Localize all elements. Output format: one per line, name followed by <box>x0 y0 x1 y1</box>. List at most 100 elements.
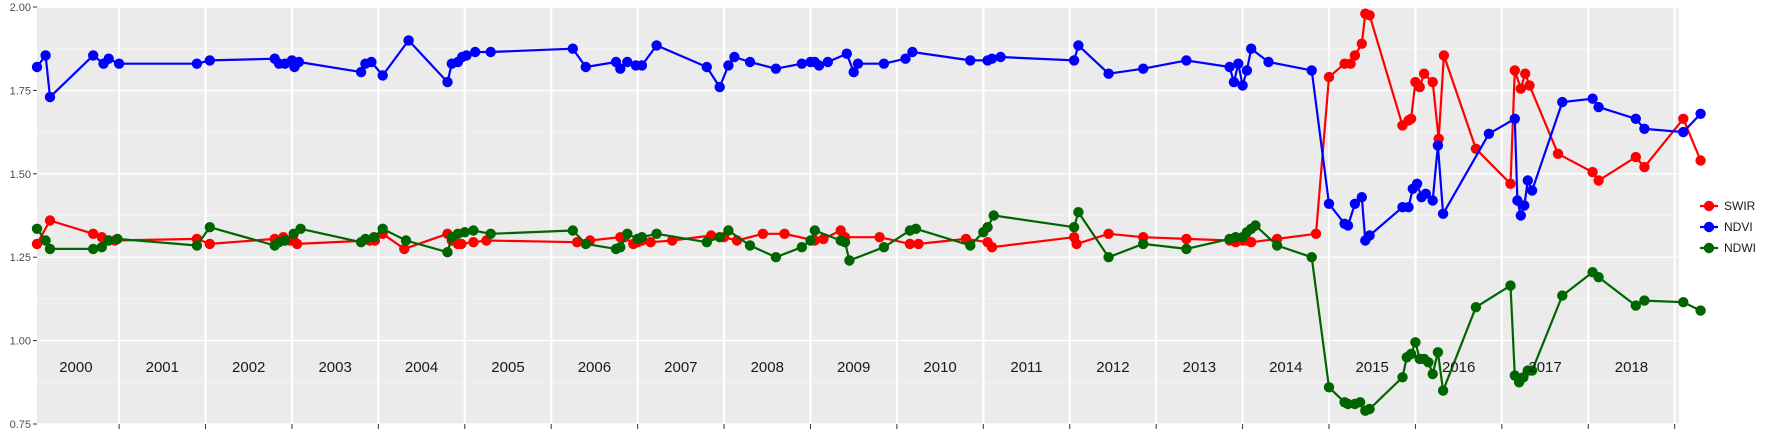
data-point-ndwi <box>1364 403 1375 415</box>
data-point-ndwi <box>1437 385 1449 396</box>
data-point-ndvi <box>355 66 367 78</box>
data-point-ndwi <box>1678 297 1689 308</box>
data-point-ndvi <box>1138 63 1149 74</box>
data-point-ndwi <box>1593 272 1604 283</box>
data-point-swir <box>31 238 43 250</box>
data-point-ndwi <box>1695 305 1706 316</box>
data-point-ndvi <box>1323 198 1335 209</box>
data-point-ndvi <box>796 58 807 69</box>
data-point-ndvi <box>995 51 1006 63</box>
data-point-swir <box>1181 233 1192 245</box>
data-point-ndvi <box>40 50 51 61</box>
data-point-ndwi <box>468 225 479 236</box>
y-tick-label: 1.50 <box>10 169 31 181</box>
data-point-ndvi <box>744 56 756 68</box>
y-tick-label: 1.75 <box>10 85 31 97</box>
data-point-ndvi <box>1233 58 1244 69</box>
data-point-swir <box>1630 151 1642 163</box>
data-point-ndvi <box>1509 113 1521 125</box>
data-point-ndvi <box>822 56 833 68</box>
data-point-ndwi <box>1423 357 1434 368</box>
data-point-ndwi <box>701 237 712 248</box>
data-point-ndwi <box>31 223 43 234</box>
series-layer <box>31 8 1706 416</box>
data-point-ndwi <box>796 242 807 253</box>
data-point-ndvi <box>366 56 377 68</box>
data-point-ndvi <box>1432 140 1444 151</box>
data-point-swir <box>1345 58 1356 69</box>
year-label-2013: 2013 <box>1183 359 1216 376</box>
data-point-ndwi <box>88 243 99 255</box>
year-label-2000: 2000 <box>59 359 92 376</box>
legend-item-swir: SWIR <box>1700 199 1756 213</box>
data-point-swir <box>1418 68 1430 79</box>
year-label-2004: 2004 <box>405 359 438 376</box>
data-point-ndvi <box>848 66 859 78</box>
data-point-ndwi <box>112 233 123 245</box>
year-label-2017: 2017 <box>1528 359 1561 376</box>
data-point-ndwi <box>279 235 291 246</box>
year-label-2001: 2001 <box>146 359 179 376</box>
data-point-ndwi <box>1271 240 1283 251</box>
data-point-ndwi <box>770 252 782 263</box>
data-point-ndvi <box>1411 178 1423 189</box>
data-point-ndvi <box>1068 55 1080 66</box>
data-point-ndwi <box>809 225 820 236</box>
data-point-ndvi <box>878 58 890 69</box>
year-label-2010: 2010 <box>923 359 956 376</box>
data-point-swir <box>88 228 99 239</box>
data-point-swir <box>913 238 924 250</box>
data-point-ndwi <box>805 235 816 246</box>
data-point-swir <box>818 233 829 245</box>
data-point-swir <box>1246 237 1257 248</box>
year-label-2011: 2011 <box>1010 359 1042 376</box>
data-point-ndwi <box>400 235 412 246</box>
data-point-swir <box>1524 80 1535 91</box>
legend: SWIR NDVI NDWI <box>1700 199 1756 255</box>
data-point-ndwi <box>204 222 215 233</box>
data-point-ndwi <box>1306 252 1317 263</box>
data-point-ndwi <box>96 242 108 253</box>
data-point-ndvi <box>191 58 203 69</box>
data-point-ndwi <box>1354 397 1366 408</box>
data-point-ndvi <box>293 56 305 68</box>
data-point-ndvi <box>1103 68 1114 79</box>
data-point-ndvi <box>615 63 626 74</box>
legend-label-ndvi: NDVI <box>1724 220 1753 234</box>
data-point-ndvi <box>900 53 911 64</box>
data-point-ndwi <box>910 223 922 234</box>
data-point-ndwi <box>295 223 306 234</box>
data-point-swir <box>1587 166 1598 178</box>
data-point-ndvi <box>1237 80 1248 91</box>
data-point-ndwi <box>1470 302 1482 313</box>
data-point-ndwi <box>1505 280 1516 291</box>
data-point-ndwi <box>1432 347 1444 358</box>
y-tick-label: 0.75 <box>10 419 31 431</box>
data-point-ndwi <box>103 235 114 246</box>
data-point-ndwi <box>622 228 633 239</box>
data-point-swir <box>1427 76 1438 88</box>
year-label-2005: 2005 <box>491 359 524 376</box>
year-label-2014: 2014 <box>1269 359 1302 376</box>
data-point-ndvi <box>852 58 864 69</box>
data-point-ndwi <box>714 232 725 243</box>
data-point-ndvi <box>1526 185 1538 196</box>
data-point-ndvi <box>1519 200 1530 211</box>
year-label-2006: 2006 <box>578 359 611 376</box>
data-point-ndwi <box>1630 300 1642 311</box>
data-point-swir <box>1356 38 1368 49</box>
y-tick-label: 1.25 <box>10 252 31 264</box>
grid-lines <box>37 6 1679 425</box>
data-point-ndvi <box>813 60 825 71</box>
year-label-2008: 2008 <box>751 359 784 376</box>
data-point-ndvi <box>485 46 496 58</box>
data-point-swir <box>291 238 303 250</box>
data-point-ndvi <box>31 61 43 73</box>
data-point-swir <box>1310 228 1322 239</box>
data-point-swir <box>1505 178 1516 189</box>
data-point-ndwi <box>1427 368 1438 380</box>
data-point-ndvi <box>470 46 481 58</box>
data-point-ndwi <box>1250 220 1261 231</box>
data-point-ndwi <box>1068 222 1080 233</box>
